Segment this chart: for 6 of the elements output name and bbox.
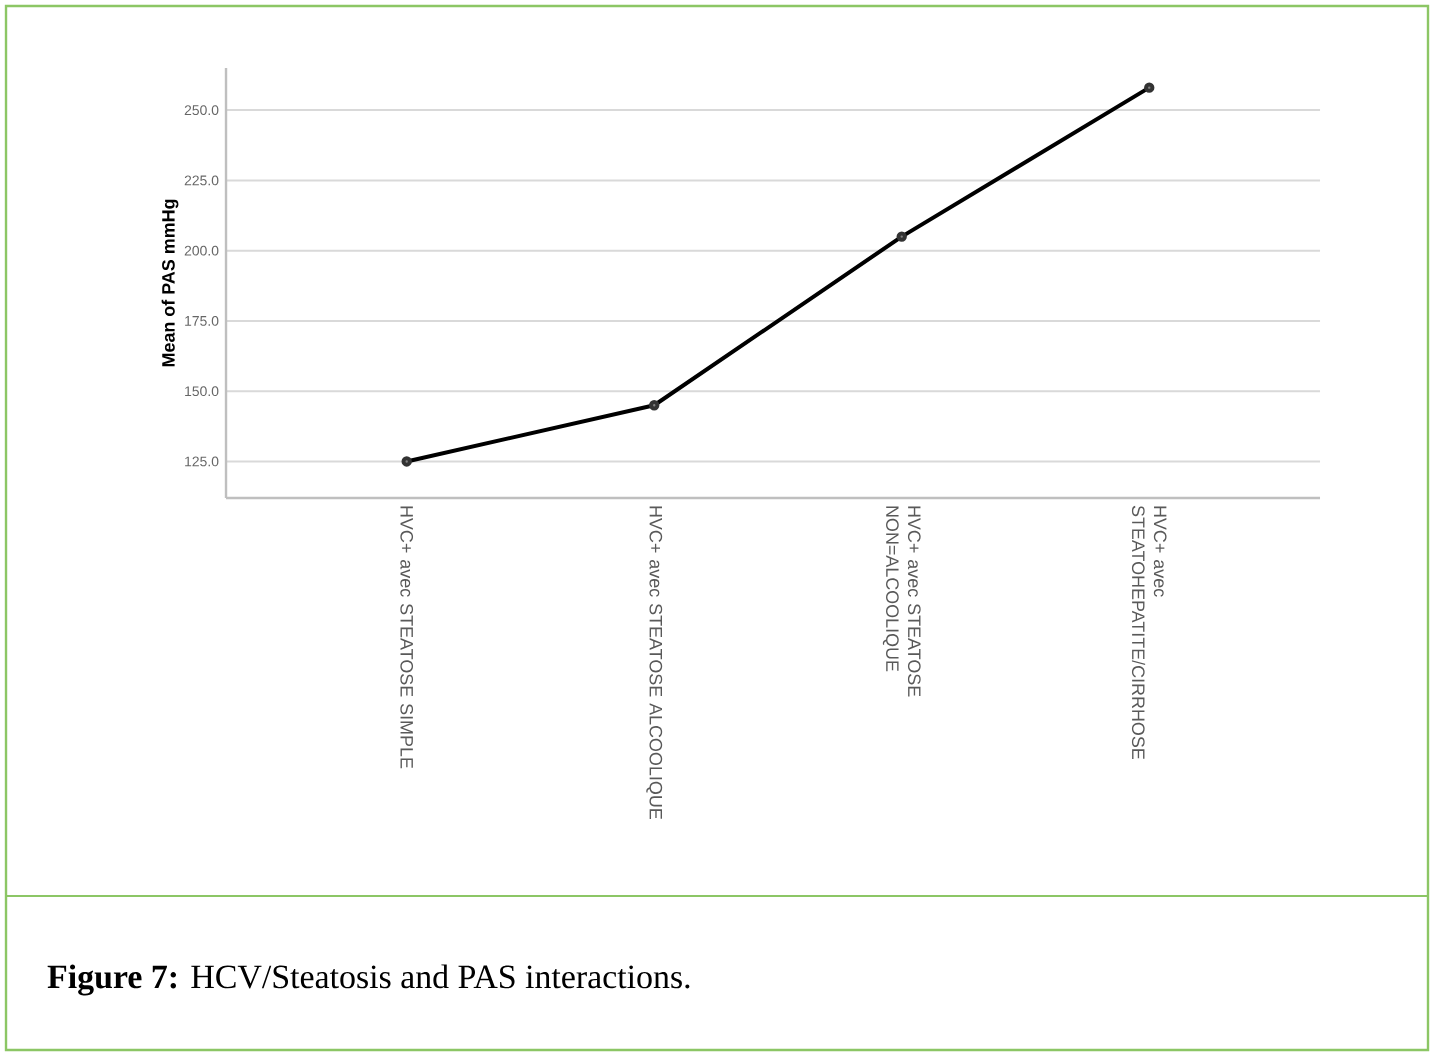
text: Figure 7: HCV/Steatosis and PAS interactions. — [47, 964, 690, 996]
x-tick-label: HVC+ avec STEATOSE NON=ALCOOLIQUE — [882, 506, 921, 697]
x-tick-label: HVC+ avec STEATOHEPATITE/CIRRHOSE — [1131, 505, 1167, 760]
x-tick-label: HVC+ avec STEATOSE ALCOOLIQUE — [646, 506, 663, 819]
x-tick-label: HVC+ avec STEATOSE SIMPLE — [400, 506, 414, 769]
y-axis-title: Mean of PAS mmHg — [161, 199, 179, 367]
